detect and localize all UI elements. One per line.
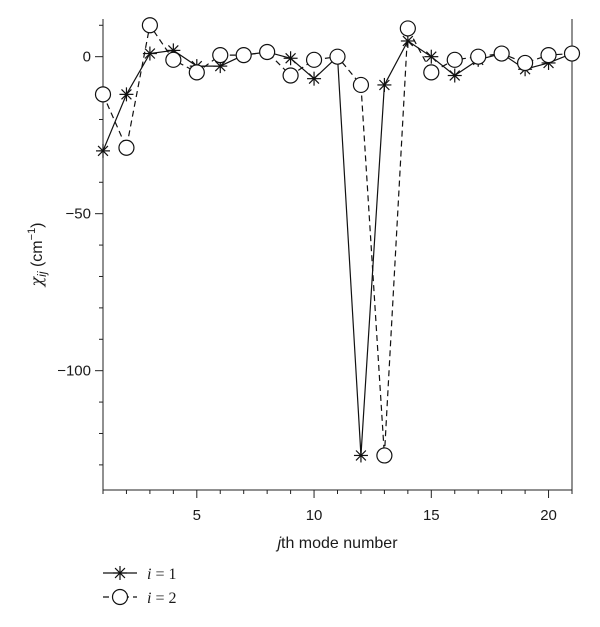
circle-marker: [493, 45, 510, 62]
asterisk-marker: [283, 51, 298, 66]
legend: i = 1 i = 2: [103, 566, 176, 607]
axes: 5 10 15 20 0 −50 −100: [57, 19, 573, 524]
series-line: [102, 40, 573, 456]
circle-marker: [446, 51, 463, 68]
circle-marker: [94, 86, 112, 103]
asterisk-marker: [113, 566, 127, 580]
circle-marker: [563, 45, 581, 62]
circle-marker: [118, 139, 135, 156]
legend-entry-2: i = 2: [103, 588, 176, 607]
circle-marker: [165, 51, 182, 68]
asterisk-marker: [447, 68, 462, 83]
y-tick-label: −100: [57, 363, 91, 380]
circle-marker: [111, 588, 129, 606]
asterisk-marker: [142, 46, 157, 61]
asterisk-marker: [307, 71, 322, 86]
series-layer: [94, 17, 581, 464]
y-tick-label: −50: [66, 206, 91, 223]
circle-marker: [305, 51, 323, 68]
legend-entry-1: i = 1: [103, 566, 176, 583]
x-tick-label: 5: [193, 507, 201, 524]
x-tick-label: 10: [306, 507, 323, 524]
circle-marker: [376, 447, 393, 464]
legend-label: i = 1: [147, 566, 176, 583]
asterisk-marker: [353, 448, 368, 463]
circle-marker: [188, 64, 205, 81]
y-tick-label: 0: [83, 49, 91, 66]
circle-marker: [423, 64, 440, 81]
series-line: [102, 23, 573, 456]
asterisk-marker: [119, 87, 134, 102]
circle-marker: [259, 43, 276, 61]
circle-marker: [282, 67, 299, 84]
x-tick-label: 20: [540, 507, 557, 524]
x-axis-label: jth mode number: [275, 535, 398, 552]
asterisk-marker: [96, 143, 110, 158]
circle-marker: [470, 48, 487, 65]
circle-marker: [516, 54, 534, 72]
y-axis-label: χij (cm−1): [26, 222, 49, 287]
series-1: [96, 33, 579, 463]
asterisk-marker: [424, 49, 439, 64]
circle-marker: [399, 20, 416, 37]
circle-marker: [352, 76, 370, 94]
circle-marker: [329, 48, 346, 65]
asterisk-marker: [377, 77, 392, 92]
x-tick-label: 15: [423, 507, 440, 524]
circle-marker: [212, 47, 229, 64]
legend-label: i = 2: [147, 590, 176, 607]
circle-marker: [235, 47, 252, 64]
series-2: [94, 17, 581, 464]
circle-marker: [141, 17, 158, 34]
circle-marker: [540, 47, 557, 64]
